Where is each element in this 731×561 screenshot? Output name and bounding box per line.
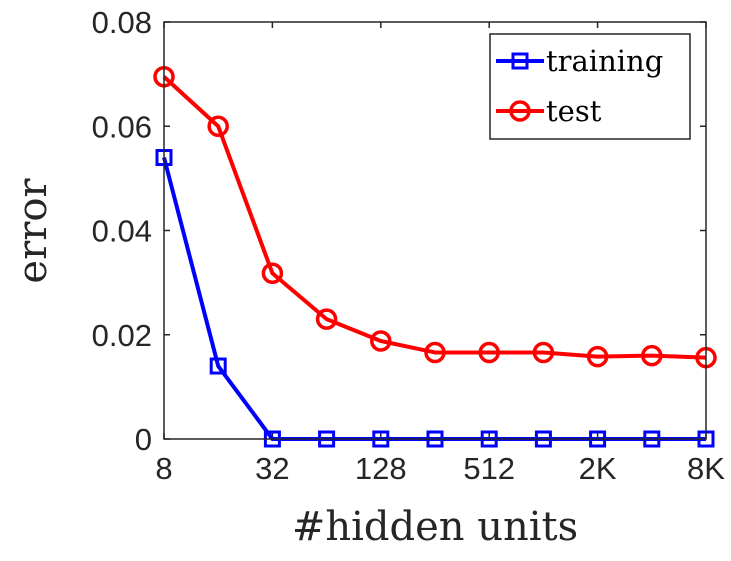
y-axis-title: error bbox=[10, 178, 56, 284]
point-test-2 bbox=[261, 262, 284, 284]
x-tick-label-5: 8K bbox=[687, 451, 725, 486]
x-tick-labels: 8 32 128 512 2K 8K bbox=[155, 451, 725, 486]
x-axis-title: #hidden units bbox=[292, 504, 578, 550]
point-test-4 bbox=[370, 330, 392, 352]
y-tick-label-3: 0.06 bbox=[92, 109, 152, 144]
point-test-8 bbox=[586, 345, 609, 368]
x-tick-label-1: 32 bbox=[255, 451, 289, 486]
x-tick-label-3: 512 bbox=[463, 451, 515, 486]
axes-box bbox=[163, 21, 707, 440]
legend-entry-training: training bbox=[496, 44, 663, 78]
legend: training test bbox=[489, 33, 691, 140]
y-tick-labels: 0 0.02 0.04 0.06 0.08 bbox=[92, 5, 152, 457]
x-tick-label-4: 2K bbox=[579, 451, 617, 486]
legend-label-training: training bbox=[546, 44, 663, 78]
legend-entry-test: test bbox=[496, 94, 602, 128]
legend-marker-test bbox=[509, 100, 531, 122]
legend-label-test: test bbox=[546, 94, 602, 128]
y-tick-label-4: 0.08 bbox=[92, 5, 152, 40]
x-tick-label-2: 128 bbox=[355, 451, 407, 486]
y-tick-label-2: 0.04 bbox=[92, 214, 152, 249]
legend-box bbox=[489, 33, 691, 140]
point-test-7 bbox=[532, 341, 555, 364]
y-tick-label-0: 0 bbox=[135, 422, 152, 457]
y-tick-label-1: 0.02 bbox=[92, 318, 152, 353]
point-test-3 bbox=[315, 308, 338, 330]
series-line-test bbox=[162, 75, 707, 360]
point-test-9 bbox=[641, 344, 663, 367]
legend-marker-training bbox=[511, 52, 529, 70]
point-test-6 bbox=[478, 341, 500, 364]
point-test-1 bbox=[207, 115, 229, 137]
x-tick-label-0: 8 bbox=[155, 451, 172, 486]
point-test-5 bbox=[424, 341, 446, 364]
point-training-1 bbox=[209, 357, 227, 375]
